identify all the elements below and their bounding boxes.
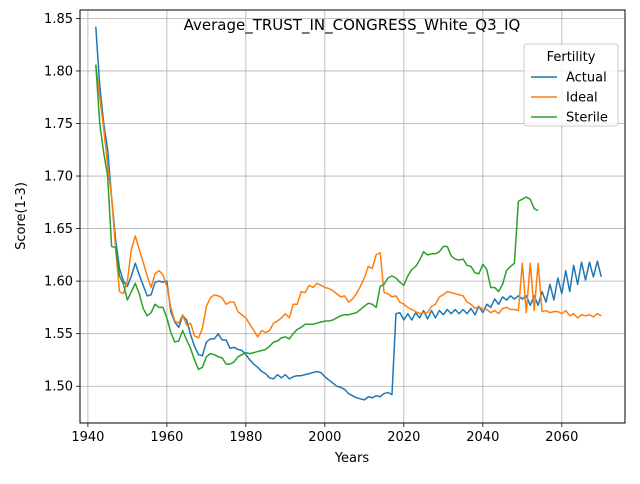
legend-items: Actual Ideal Sterile [531,71,608,126]
x-axis-label: Years [334,451,370,466]
legend-title: Fertility [547,50,596,65]
series-line-ideal [95,64,602,339]
y-tick-label: 1.50 [44,380,73,395]
y-axis-label: Score(1-3) [14,182,29,250]
chart-title: Average_TRUST_IN_CONGRESS_White_Q3_IQ [184,16,521,35]
series-line-sterile [95,64,539,371]
y-tick-label: 1.70 [44,170,73,185]
y-tick-label: 1.75 [44,117,73,132]
legend-label-sterile: Sterile [566,111,608,126]
y-tick-label: 1.55 [44,327,73,342]
axis-ticks: 1940 1960 1980 2000 2020 2040 2060 1.50 1.55 1.60… [44,12,578,445]
plot-frame [79,9,626,424]
y-tick-label: 1.60 [44,275,73,290]
x-tick-label: 2040 [466,430,499,445]
y-tick-label: 1.65 [44,222,73,237]
legend-label-ideal: Ideal [566,91,598,106]
series-line-actual [95,26,603,401]
x-tick-label: 1960 [150,430,183,445]
y-tick-label: 1.85 [44,12,73,27]
series-lines [95,26,603,401]
legend-label-actual: Actual [566,71,607,86]
x-tick-label: 1980 [229,430,262,445]
y-tick-label: 1.80 [44,64,73,79]
x-tick-label: 2060 [545,430,578,445]
x-tick-label: 2020 [387,430,420,445]
legend-box [523,43,619,127]
x-tick-label: 2000 [308,430,341,445]
x-tick-label: 1940 [71,430,104,445]
legend: Fertility Actual Ideal Sterile [523,43,619,127]
